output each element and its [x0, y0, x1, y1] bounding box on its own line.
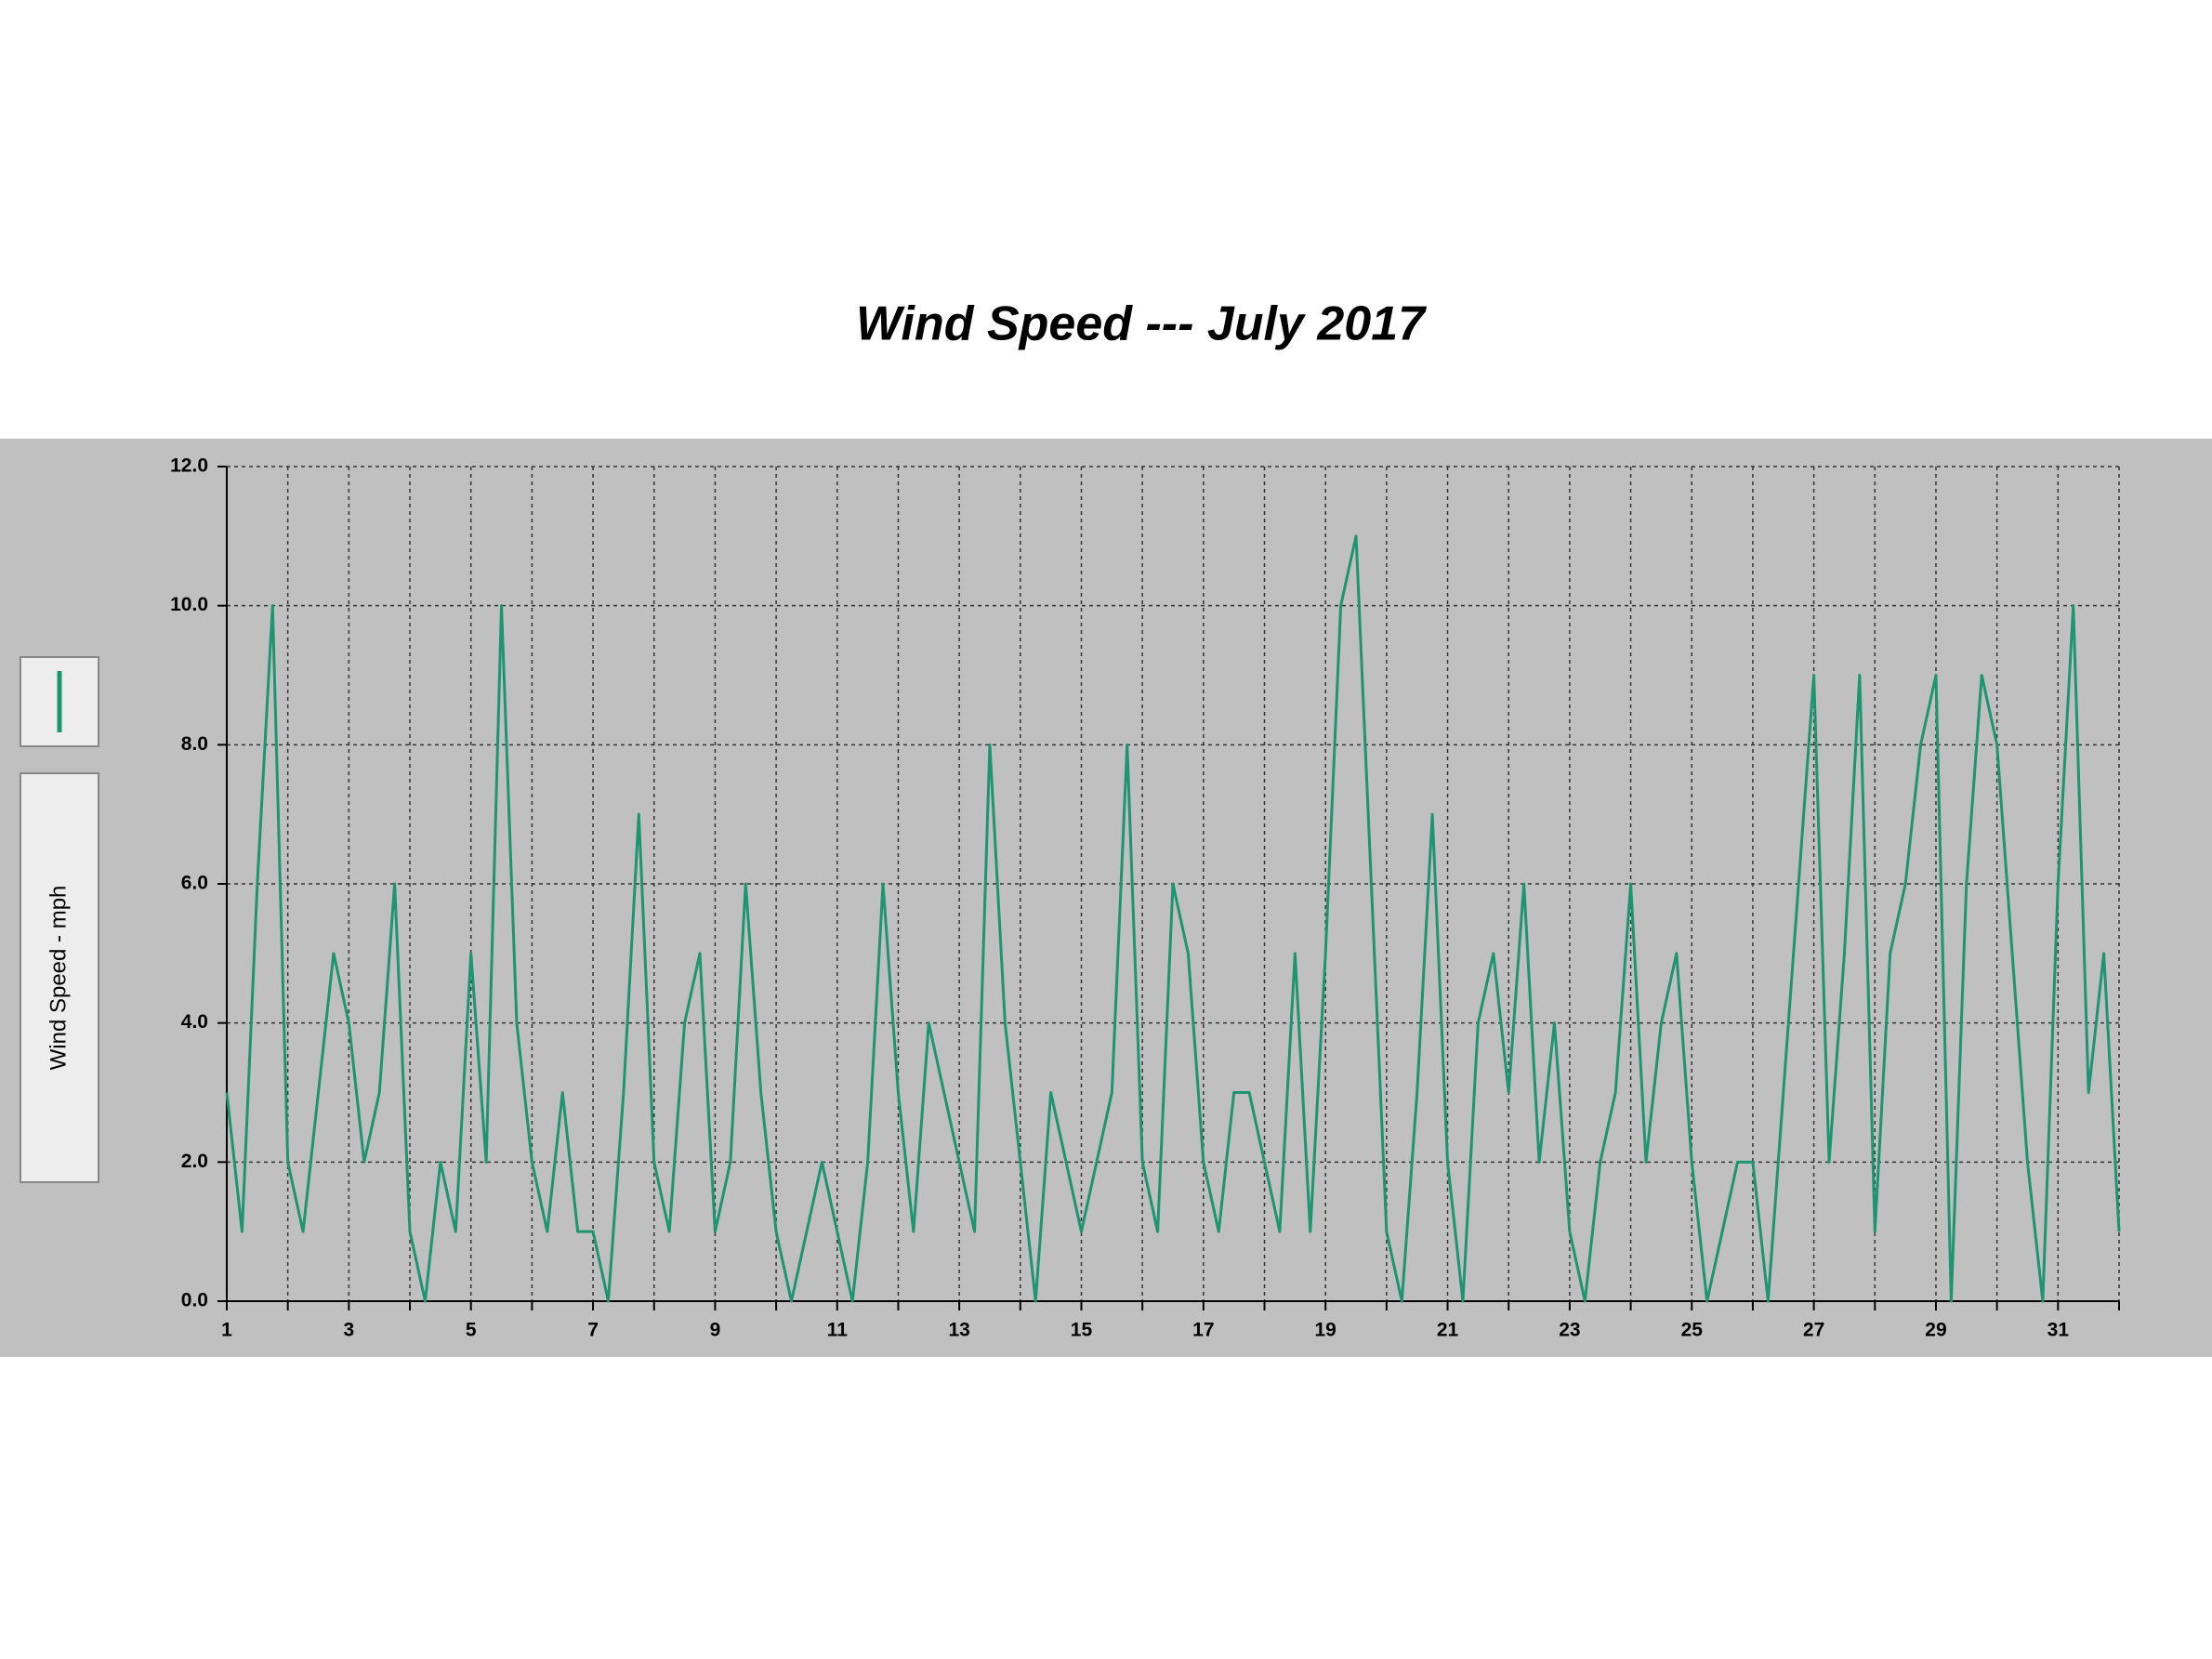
- y-tick-label: 0.0: [181, 1290, 208, 1311]
- x-tick-label: 15: [1071, 1320, 1093, 1341]
- x-tick-label: 21: [1437, 1320, 1459, 1341]
- ylabel-box: [20, 772, 99, 1183]
- x-tick-label: 23: [1559, 1320, 1580, 1341]
- y-tick-label: 8.0: [181, 733, 208, 755]
- x-tick-label: 27: [1803, 1320, 1824, 1341]
- x-tick-label: 13: [948, 1320, 969, 1341]
- x-tick-label: 17: [1192, 1320, 1214, 1341]
- x-tick-label: 9: [710, 1320, 721, 1341]
- chart-title: Wind Speed --- July 2017: [856, 297, 1427, 351]
- y-axis-label: Wind Speed - mph: [46, 886, 71, 1071]
- x-tick-label: 5: [466, 1320, 477, 1341]
- data-line: [225, 534, 2121, 1303]
- x-tick-label: 1: [221, 1320, 232, 1341]
- y-tick-label: 4.0: [181, 1011, 208, 1033]
- panel: [0, 439, 2212, 1357]
- x-tick-label: 29: [1925, 1320, 1946, 1341]
- y-tick-label: 10.0: [170, 594, 208, 615]
- x-tick-label: 19: [1315, 1320, 1336, 1341]
- x-tick-label: 25: [1681, 1320, 1704, 1341]
- y-tick-label: 12.0: [170, 455, 208, 477]
- x-tick-label: 11: [827, 1320, 849, 1341]
- x-tick-label: 31: [2047, 1320, 2070, 1341]
- x-tick-label: 7: [587, 1320, 599, 1341]
- y-tick-label: 2.0: [181, 1151, 208, 1172]
- y-tick-label: 6.0: [181, 873, 208, 894]
- x-tick-label: 3: [344, 1320, 355, 1341]
